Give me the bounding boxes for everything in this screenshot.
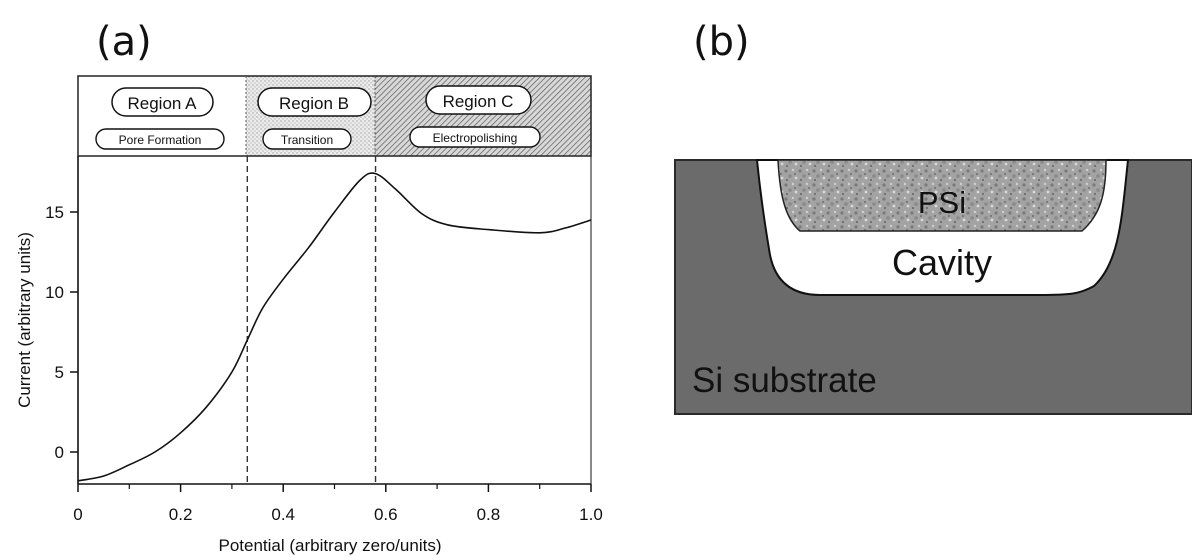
region-a-sub: Pore Formation	[119, 133, 202, 147]
y-tick-label: 15	[45, 203, 64, 222]
x-tick-label: 1.0	[579, 505, 603, 524]
y-tick-label: 0	[55, 443, 64, 462]
panel-a-label: (a)	[96, 19, 152, 65]
chart-series	[77, 172, 592, 482]
chart-region-header: Region A Pore Formation Region B Transit…	[77, 75, 592, 157]
x-tick-label: 0.4	[271, 505, 295, 524]
series-line-0	[77, 172, 592, 482]
psi-layer	[777, 159, 1107, 232]
region-dividers	[246, 156, 377, 484]
x-tick-label: 0.2	[169, 505, 193, 524]
cavity-label: Cavity	[892, 242, 992, 283]
region-a-name: Region A	[128, 94, 198, 113]
region-c-name: Region C	[443, 92, 514, 111]
x-tick-label: 0.8	[477, 505, 501, 524]
x-axis-label: Potential (arbitrary zero/units)	[219, 536, 442, 555]
chart-tick-labels: 0 0.2 0.4 0.6 0.8 1.0 0 5 10 15	[45, 203, 603, 524]
y-tick-label: 5	[55, 363, 64, 382]
si-substrate-label: Si substrate	[692, 361, 877, 400]
y-tick-label: 10	[45, 283, 64, 302]
y-axis-label: Current (arbitrary units)	[15, 232, 34, 408]
chart-ticks	[70, 211, 592, 492]
region-b-sub: Transition	[281, 133, 333, 147]
x-tick-label: 0	[73, 505, 82, 524]
psi-label: PSi	[918, 185, 966, 220]
region-c-sub: Electropolishing	[433, 131, 518, 145]
panel-b-label: (b)	[693, 19, 750, 65]
region-b-name: Region B	[279, 94, 349, 113]
x-tick-label: 0.6	[374, 505, 398, 524]
cross-section-diagram: PSi Cavity Si substrate	[674, 159, 1192, 415]
